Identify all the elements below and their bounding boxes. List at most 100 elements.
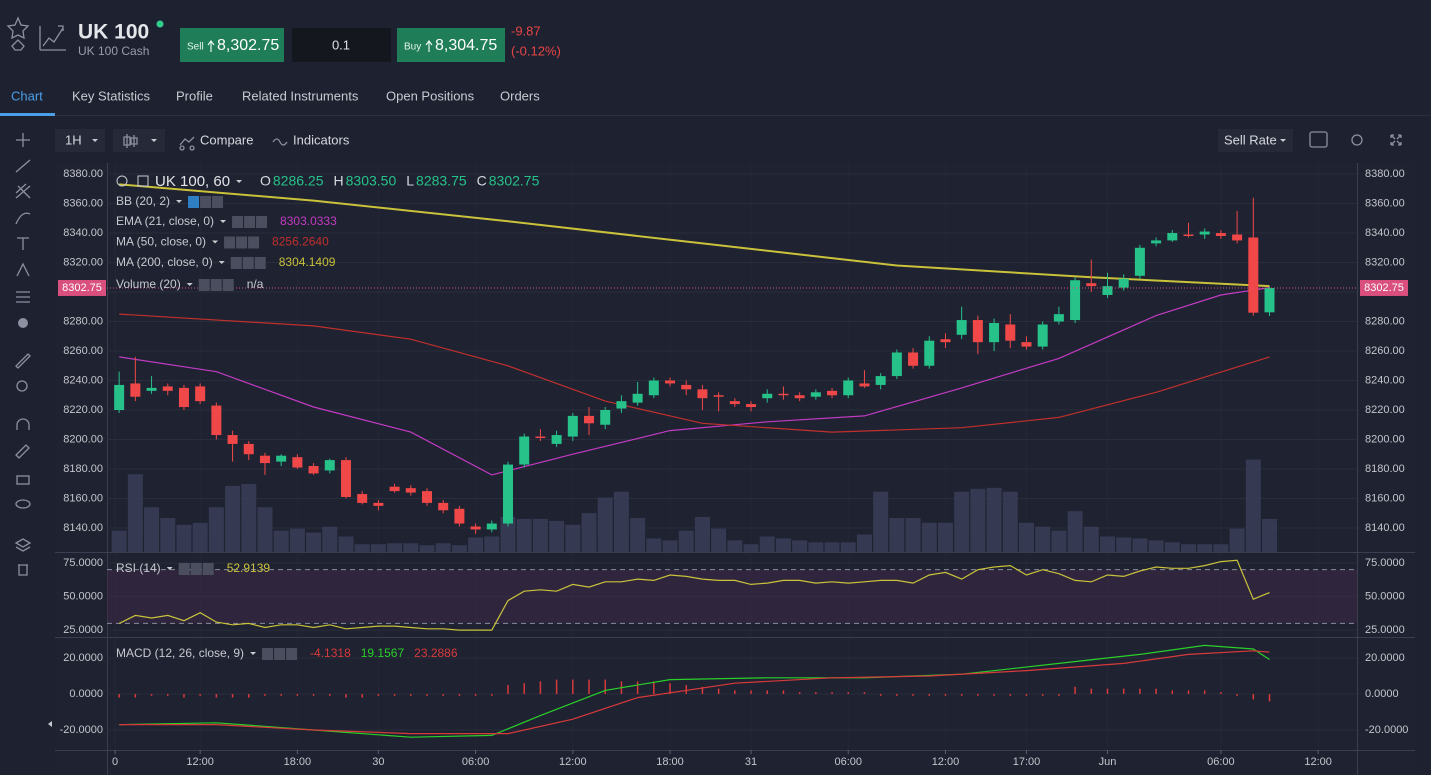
histogram-bar	[345, 694, 347, 698]
tab[interactable]: Chart	[11, 88, 43, 103]
chart-icon[interactable]	[39, 25, 66, 51]
histogram-bar	[572, 679, 574, 694]
volume-bar	[549, 520, 565, 552]
histogram-bar	[183, 694, 185, 698]
symbol: UK 100	[78, 21, 149, 44]
legend-icon	[254, 257, 266, 269]
candle-body	[195, 386, 206, 402]
alert-icon[interactable]	[11, 39, 25, 51]
settings-button[interactable]	[1351, 134, 1363, 146]
y-tick-label: 20.0000	[63, 652, 103, 664]
crosshair-tool[interactable]	[16, 133, 30, 147]
y-tick-label: 8220.00	[1365, 404, 1405, 416]
sell-button[interactable]	[180, 28, 284, 62]
volume-bar	[144, 507, 160, 552]
buy-button[interactable]	[397, 28, 505, 62]
chart-type-select[interactable]	[113, 129, 165, 152]
histogram-bar	[1252, 694, 1255, 700]
histogram-bar	[798, 692, 801, 694]
y-tick-label: 0.0000	[69, 688, 103, 700]
legend-icon	[222, 279, 234, 291]
volume-bar	[532, 518, 548, 552]
compare-button[interactable]: Compare	[200, 132, 253, 147]
volume-bar	[241, 483, 257, 552]
interval-select[interactable]	[55, 129, 105, 152]
favorite-icon[interactable]	[6, 16, 30, 40]
magnet-tool[interactable]	[16, 418, 30, 430]
volume-bar	[484, 536, 500, 552]
tab[interactable]: Orders	[500, 88, 540, 103]
indicators-button[interactable]: Indicators	[293, 132, 350, 147]
text-tool[interactable]	[17, 237, 29, 250]
candle-body	[178, 387, 189, 408]
histogram-bar	[426, 694, 428, 696]
volume-bar	[613, 491, 629, 552]
volume-bar	[694, 516, 710, 552]
zoom-tool[interactable]	[16, 380, 28, 392]
fib-tool[interactable]	[15, 183, 31, 199]
y-tick-label: 8320.00	[1365, 256, 1405, 268]
trendline-tool[interactable]	[15, 159, 31, 173]
delete-tool[interactable]	[18, 564, 28, 576]
lock-tool[interactable]	[16, 475, 30, 485]
stay-drawing-tool[interactable]	[15, 444, 30, 459]
ohlc-value: 8283.75	[416, 173, 467, 189]
candle-body	[519, 436, 530, 465]
rate-select[interactable]	[1218, 129, 1293, 152]
histogram-bar	[248, 694, 250, 698]
rate: Sell Rate	[1224, 132, 1277, 147]
legend-icon	[232, 216, 244, 228]
price-change-pct: (-0.12%)	[511, 43, 561, 58]
prediction-tool[interactable]	[16, 291, 30, 303]
histogram-bar	[118, 694, 120, 698]
histogram-bar	[361, 694, 363, 698]
histogram-bar	[312, 694, 315, 696]
fullscreen-button[interactable]	[1390, 134, 1402, 146]
legend-value: 23.2886	[414, 646, 458, 660]
x-tick-label: Jun	[1099, 756, 1117, 768]
brush-tool[interactable]	[15, 212, 31, 225]
volume-bar	[1262, 518, 1278, 552]
tab[interactable]: Open Positions	[386, 88, 475, 103]
candle-body	[114, 384, 125, 410]
layout-button[interactable]	[1309, 131, 1328, 148]
volume-bar	[905, 517, 921, 552]
candle-body	[762, 393, 773, 399]
volume-bar	[937, 522, 953, 552]
tab[interactable]: Profile	[176, 88, 213, 103]
y-tick-label: 0.0000	[1365, 688, 1399, 700]
candle-body	[259, 455, 270, 464]
legend-dropdown	[166, 567, 173, 570]
histogram-bar	[1187, 690, 1190, 694]
histogram-bar	[296, 694, 299, 696]
tab[interactable]: Related Instruments	[242, 88, 359, 103]
candle-body	[1005, 324, 1016, 341]
candle-body	[827, 390, 838, 396]
y-tick-label: 8200.00	[1365, 433, 1405, 445]
layers-tool[interactable]	[14, 538, 32, 552]
volume-bar	[856, 534, 872, 552]
y-tick-label: 8240.00	[63, 374, 103, 386]
candle-body	[681, 384, 692, 390]
candle-body	[454, 508, 465, 524]
volume-bar	[565, 524, 581, 552]
quantity-input[interactable]	[292, 28, 391, 62]
candle-body	[924, 340, 935, 366]
histogram-bar	[264, 694, 266, 696]
pattern-tool[interactable]	[16, 262, 30, 277]
collapse-arrow[interactable]	[48, 721, 52, 727]
volume-bar	[225, 485, 241, 552]
volume-bar	[1229, 528, 1245, 552]
indicator-line	[118, 559, 1270, 631]
visibility-tool[interactable]	[15, 499, 31, 509]
x-tick-label: 12:00	[559, 756, 587, 768]
y-tick-label: 8340.00	[63, 227, 103, 239]
ruler-tool[interactable]	[15, 353, 31, 369]
candle-body	[1232, 234, 1243, 241]
histogram-bar	[879, 694, 882, 696]
tab[interactable]: Key Statistics	[72, 88, 151, 103]
y-tick-label: 8220.00	[63, 404, 103, 416]
volume-bar	[1213, 544, 1229, 552]
y-tick-label: 8380.00	[63, 168, 103, 180]
help-icon[interactable]	[18, 318, 28, 328]
